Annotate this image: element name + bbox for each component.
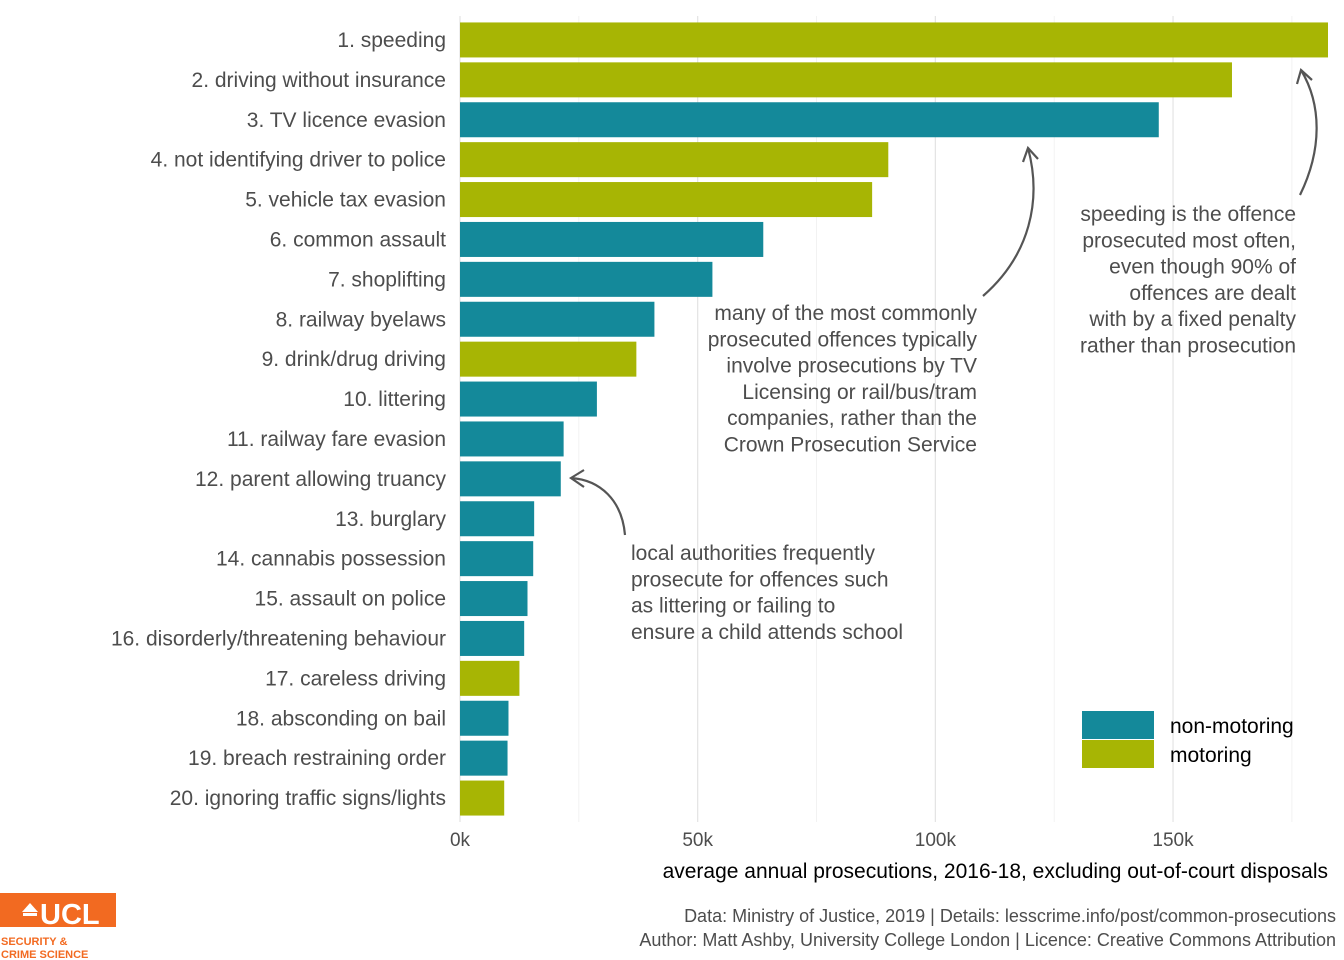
legend-swatch-non-motoring <box>1082 711 1154 739</box>
bar-5 <box>460 182 873 218</box>
category-label-4: 4. not identifying driver to police <box>151 149 446 172</box>
bar-11 <box>460 421 564 457</box>
bar-2 <box>460 62 1232 98</box>
annotation-line: prosecute for offences such <box>631 568 889 591</box>
x-axis-title: average annual prosecutions, 2016-18, ex… <box>663 860 1328 883</box>
category-label-19: 19. breach restraining order <box>188 747 446 770</box>
annotation-line: companies, rather than the <box>727 407 977 430</box>
annotation-speeding: speeding is the offence prosecuted most o… <box>1080 203 1296 358</box>
ucl-wordmark: UCL <box>40 899 100 931</box>
bar-8 <box>460 301 655 337</box>
annotation-line: prosecuted offences typically <box>708 328 978 351</box>
category-label-9: 9. drink/drug driving <box>262 348 446 371</box>
annotation-line: involve prosecutions by TV <box>726 355 977 378</box>
category-label-16: 16. disorderly/threatening behaviour <box>111 627 446 650</box>
annotation-line: rather than prosecution <box>1080 335 1296 358</box>
category-labels: 1. speeding 2. driving without insurance 3… <box>111 29 447 810</box>
caption-author: Author: Matt Ashby, University College L… <box>639 930 1336 950</box>
x-tick-label: 50k <box>682 830 713 851</box>
bar-7 <box>460 261 713 297</box>
category-label-7: 7. shoplifting <box>328 268 446 291</box>
annotation-line: with by a fixed penalty <box>1088 308 1296 331</box>
category-label-6: 6. common assault <box>270 228 446 251</box>
annotation-arrow-local <box>570 476 627 536</box>
category-label-17: 17. careless driving <box>265 667 446 690</box>
legend: non-motoring motoring <box>1082 711 1294 768</box>
category-label-8: 8. railway byelaws <box>276 308 446 331</box>
annotation-line: many of the most commonly <box>714 302 977 325</box>
annotation-line: Licensing or rail/bus/tram <box>742 381 977 404</box>
category-label-3: 3. TV licence evasion <box>247 109 446 132</box>
category-label-5: 5. vehicle tax evasion <box>245 189 446 212</box>
ucl-portico-icon <box>22 903 38 912</box>
bar-6 <box>460 221 764 257</box>
legend-swatch-motoring <box>1082 740 1154 768</box>
annotation-arrowhead-speeding <box>1295 67 1313 85</box>
bar-3 <box>460 102 1159 138</box>
category-label-11: 11. railway fare evasion <box>227 428 446 451</box>
category-label-20: 20. ignoring traffic signs/lights <box>170 787 446 810</box>
category-label-12: 12. parent allowing truancy <box>195 468 446 491</box>
bar-15 <box>460 581 528 617</box>
caption-data-source: Data: Ministry of Justice, 2019 | Detail… <box>684 906 1336 926</box>
bar-14 <box>460 541 534 577</box>
annotation-arrowhead-common <box>1021 145 1039 163</box>
bar-13 <box>460 501 535 537</box>
x-tick-label: 150k <box>1152 830 1194 851</box>
category-label-10: 10. littering <box>343 388 446 411</box>
bar-18 <box>460 700 509 736</box>
annotation-line: as littering or failing to <box>631 595 835 618</box>
bar-12 <box>460 461 561 497</box>
annotation-common-offences: many of the most commonly prosecuted offe… <box>708 302 978 457</box>
annotation-line: prosecuted most often, <box>1082 229 1296 252</box>
ucl-logo-block <box>0 893 116 927</box>
category-label-2: 2. driving without insurance <box>192 69 446 92</box>
annotation-line: ensure a child attends school <box>631 621 903 644</box>
annotation-line: local authorities frequently <box>631 542 875 565</box>
category-label-1: 1. speeding <box>337 29 446 52</box>
annotation-local-authorities: local authorities frequently prosecute fo… <box>631 542 903 644</box>
x-tick-label: 100k <box>915 830 957 851</box>
legend-label-non-motoring: non-motoring <box>1170 715 1294 738</box>
x-tick-label: 0k <box>450 830 471 851</box>
annotation-arrow-common <box>982 147 1035 297</box>
annotation-line: even though 90% of <box>1109 256 1296 279</box>
bar-17 <box>460 660 520 696</box>
bars <box>460 22 1328 816</box>
ucl-portico-base-icon <box>23 913 37 916</box>
bar-9 <box>460 341 637 377</box>
bar-4 <box>460 142 889 178</box>
bar-20 <box>460 780 505 816</box>
ucl-logo-line2: CRIME SCIENCE <box>1 949 88 960</box>
ucl-logo: UCL SECURITY & CRIME SCIENCE <box>0 893 116 960</box>
category-label-15: 15. assault on police <box>255 588 446 611</box>
category-label-13: 13. burglary <box>335 508 446 531</box>
annotation-arrow-speeding <box>1299 69 1318 196</box>
bar-1 <box>460 22 1328 58</box>
annotation-arrowhead-local <box>568 469 585 488</box>
bar-16 <box>460 620 525 656</box>
ucl-logo-line1: SECURITY & <box>1 936 67 948</box>
annotation-line: speeding is the offence <box>1080 203 1296 226</box>
legend-label-motoring: motoring <box>1170 744 1252 767</box>
bar-19 <box>460 740 508 776</box>
annotation-line: Crown Prosecution Service <box>724 434 977 457</box>
category-label-14: 14. cannabis possession <box>216 548 446 571</box>
category-label-18: 18. absconding on bail <box>236 707 446 730</box>
bar-10 <box>460 381 597 417</box>
x-tick-labels: 0k 50k 100k 150k <box>450 830 1194 851</box>
annotation-line: offences are dealt <box>1129 282 1296 305</box>
